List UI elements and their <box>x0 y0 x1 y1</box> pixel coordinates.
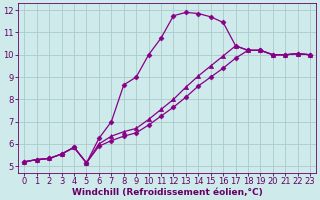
X-axis label: Windchill (Refroidissement éolien,°C): Windchill (Refroidissement éolien,°C) <box>72 188 263 197</box>
